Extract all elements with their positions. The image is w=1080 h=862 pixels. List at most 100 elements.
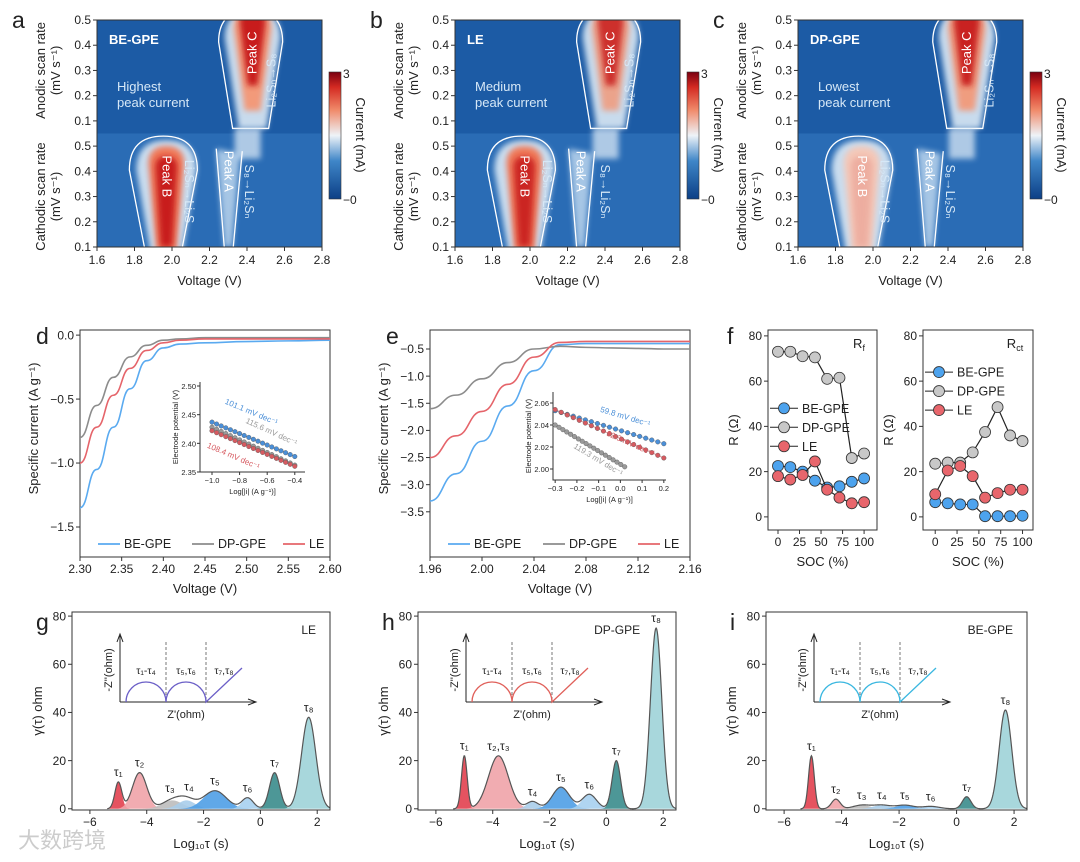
reaction-label: S₈→Li₂Sₙ — [943, 165, 957, 219]
inset-data-point — [606, 455, 612, 461]
inset-data-point — [246, 434, 252, 440]
x-tick-label: 2.2 — [902, 253, 919, 267]
x-axis-label: Log₁₀τ (s) — [173, 836, 228, 851]
note-line-2: peak current — [818, 95, 891, 110]
drt-peak-area — [949, 796, 984, 809]
inset-data-point — [588, 423, 594, 429]
y-tick-label: 0 — [405, 802, 412, 816]
inset-nyquist-curve — [819, 667, 937, 704]
peak-tau-label: τ₂ — [831, 782, 841, 796]
inset-x-axis-label: Z'(ohm) — [861, 709, 899, 721]
y-tick-label: 0.3 — [432, 190, 449, 204]
legend-label: BE-GPE — [802, 402, 849, 416]
peak-tau-label: τ₄ — [877, 788, 887, 802]
peak-core — [513, 156, 536, 247]
sample-label: BE-GPE — [968, 623, 1013, 637]
inset-data-point — [287, 452, 293, 458]
inset-data-point — [241, 433, 247, 439]
data-point — [796, 469, 809, 481]
data-point — [941, 464, 954, 477]
peak-core — [155, 156, 178, 247]
y-tick-label: 0.2 — [74, 215, 91, 229]
panel-letter: d — [36, 323, 49, 349]
data-point — [821, 372, 834, 385]
peak-tau-label: τ₄ — [528, 784, 538, 798]
x-tick-label: 2.0 — [522, 253, 539, 267]
y-axis-label: γ(τ) ohm — [724, 686, 739, 735]
series-line-be-gpe — [429, 342, 690, 502]
sample-label: DP-GPE — [594, 623, 640, 637]
contour-line — [932, 20, 998, 130]
colorbar-min-label: −0 — [343, 193, 357, 207]
inset-data-point — [283, 459, 289, 465]
data-point — [784, 473, 797, 486]
inset-data-point — [269, 453, 275, 459]
inset-x-tick-label: 0.0 — [615, 484, 625, 493]
inset-data-point — [232, 429, 238, 435]
drt-peak-area — [458, 755, 538, 809]
inset-data-point — [292, 463, 298, 469]
tag-main: R — [853, 336, 862, 351]
inset-data-point — [619, 428, 625, 434]
drt-peak-area — [896, 806, 965, 809]
inset-data-point — [649, 450, 655, 456]
peak-tau-label: τ₄ — [184, 780, 194, 794]
inset-data-point — [591, 445, 597, 451]
inset-data-point — [209, 428, 215, 434]
y-tick-label: 40 — [53, 706, 67, 720]
inset-data-point — [287, 461, 293, 467]
inset-y-tick-label: 2.35 — [181, 468, 196, 477]
inset-data-point — [283, 450, 289, 456]
inset-y-axis-label: -Z''(ohm) — [103, 648, 115, 691]
x-tick-label: 0 — [603, 815, 610, 829]
peak-tau-label: τ₁ — [807, 739, 816, 753]
reaction-label: S₈→Li₂Sₙ — [242, 165, 256, 219]
peak-tau-label: τ₇ — [270, 756, 279, 770]
cathodic-region — [455, 133, 680, 247]
inset-x-arrow — [120, 698, 258, 706]
note-line-2: peak current — [475, 95, 548, 110]
legend-label: BE-GPE — [124, 537, 171, 551]
drt-peak-area — [225, 797, 271, 809]
y-tick-label: 0 — [753, 802, 760, 816]
inset-y-axis-label: Electrode potential (V) — [171, 389, 180, 464]
inset-y-tick-label: 2.02 — [534, 443, 549, 452]
peak-label: Peak A — [922, 151, 937, 193]
inset-data-point — [564, 429, 570, 435]
y-tick-label: 0.2 — [432, 89, 449, 103]
data-point — [954, 498, 967, 511]
inset-x-tick-label: −0.8 — [232, 476, 247, 485]
plot-frame — [429, 329, 691, 558]
legend-label: LE — [802, 440, 817, 454]
inset-data-point — [558, 409, 564, 415]
inset-data-point — [260, 449, 266, 455]
inset-data-point — [582, 420, 588, 426]
inset-x-tick-label: 0.1 — [637, 484, 647, 493]
x-tick-label: 2.8 — [1015, 253, 1032, 267]
x-tick-label: 25 — [950, 535, 964, 549]
inset-y-axis-label: -Z''(ohm) — [797, 648, 809, 691]
x-axis-label: Voltage (V) — [177, 273, 241, 288]
inset-data-point — [613, 433, 619, 439]
x-axis-label: Voltage (V) — [535, 273, 599, 288]
x-tick-label: 2.60 — [318, 562, 342, 576]
inset-data-point — [292, 454, 298, 460]
y-tick-label: 20 — [747, 754, 761, 768]
inset-y-axis-label: -Z''(ohm) — [449, 648, 461, 691]
inset-data-point — [602, 452, 608, 458]
peak-tau-label: τ₇ — [962, 780, 971, 794]
y-tick-label: 0.2 — [432, 215, 449, 229]
data-point — [991, 510, 1004, 523]
drt-peak-area — [104, 782, 132, 809]
data-point — [979, 426, 991, 438]
panel-letter: c — [713, 7, 725, 33]
inset-data-point — [575, 436, 581, 442]
drt-peak-area — [510, 801, 555, 809]
y-tick-label: 60 — [904, 374, 918, 388]
inset-data-point — [237, 440, 243, 446]
x-axis-label: Voltage (V) — [528, 581, 592, 596]
series-line-be-gpe — [79, 339, 331, 509]
